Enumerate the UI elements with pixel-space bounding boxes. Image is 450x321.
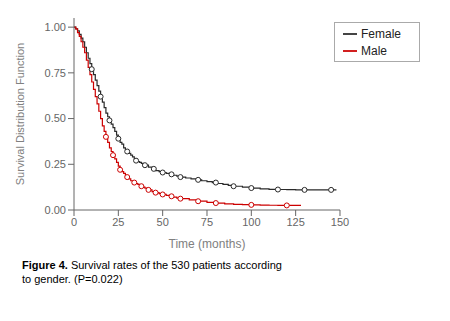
html-text:to gender. (P=0.022): to gender. (P=0.022) xyxy=(22,273,123,285)
html-text:Male: Male xyxy=(361,44,387,58)
svg-text:75: 75 xyxy=(201,216,213,228)
svg-text:1.00: 1.00 xyxy=(45,21,66,33)
svg-text:0: 0 xyxy=(71,216,77,228)
svg-text:150: 150 xyxy=(331,216,349,228)
html-text:Female: Female xyxy=(361,27,401,41)
svg-text:0.00: 0.00 xyxy=(45,204,66,216)
svg-text:25: 25 xyxy=(112,216,124,228)
svg-text:0.50: 0.50 xyxy=(45,112,66,124)
svg-text:0.75: 0.75 xyxy=(45,67,66,79)
svg-text:Survival Distribution Function: Survival Distribution Function xyxy=(14,43,26,185)
svg-text:100: 100 xyxy=(242,216,260,228)
html-text:Figure 4. Survival rates of th: Figure 4. Survival rates of the 530 pati… xyxy=(22,259,282,271)
svg-text:0.25: 0.25 xyxy=(45,158,66,170)
svg-text:50: 50 xyxy=(157,216,169,228)
svg-text:125: 125 xyxy=(286,216,304,228)
svg-text:Time (months): Time (months) xyxy=(169,237,246,251)
